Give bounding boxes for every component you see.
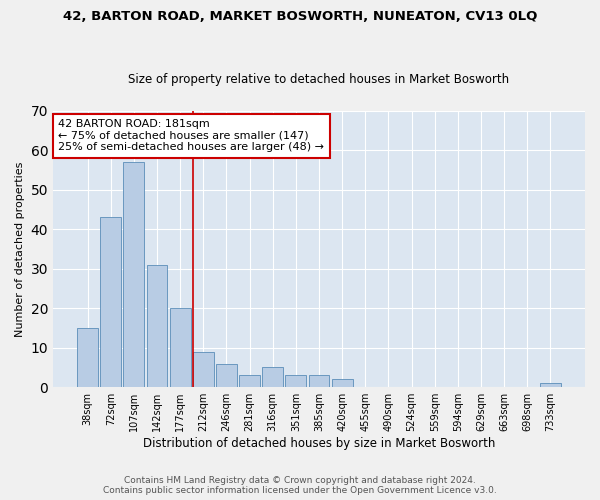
Bar <box>286 376 306 387</box>
Y-axis label: Number of detached properties: Number of detached properties <box>15 162 25 336</box>
Bar <box>146 265 167 387</box>
Bar <box>77 328 98 387</box>
Bar <box>124 162 145 387</box>
Bar <box>100 218 121 387</box>
Bar <box>216 364 237 387</box>
Bar <box>170 308 191 387</box>
Bar <box>540 384 561 387</box>
Bar <box>262 368 283 387</box>
X-axis label: Distribution of detached houses by size in Market Bosworth: Distribution of detached houses by size … <box>143 437 495 450</box>
Bar <box>332 380 353 387</box>
Bar <box>308 376 329 387</box>
Text: 42 BARTON ROAD: 181sqm
← 75% of detached houses are smaller (147)
25% of semi-de: 42 BARTON ROAD: 181sqm ← 75% of detached… <box>58 119 325 152</box>
Title: Size of property relative to detached houses in Market Bosworth: Size of property relative to detached ho… <box>128 73 509 86</box>
Text: 42, BARTON ROAD, MARKET BOSWORTH, NUNEATON, CV13 0LQ: 42, BARTON ROAD, MARKET BOSWORTH, NUNEAT… <box>63 10 537 23</box>
Bar <box>193 352 214 387</box>
Bar <box>239 376 260 387</box>
Text: Contains HM Land Registry data © Crown copyright and database right 2024.
Contai: Contains HM Land Registry data © Crown c… <box>103 476 497 495</box>
